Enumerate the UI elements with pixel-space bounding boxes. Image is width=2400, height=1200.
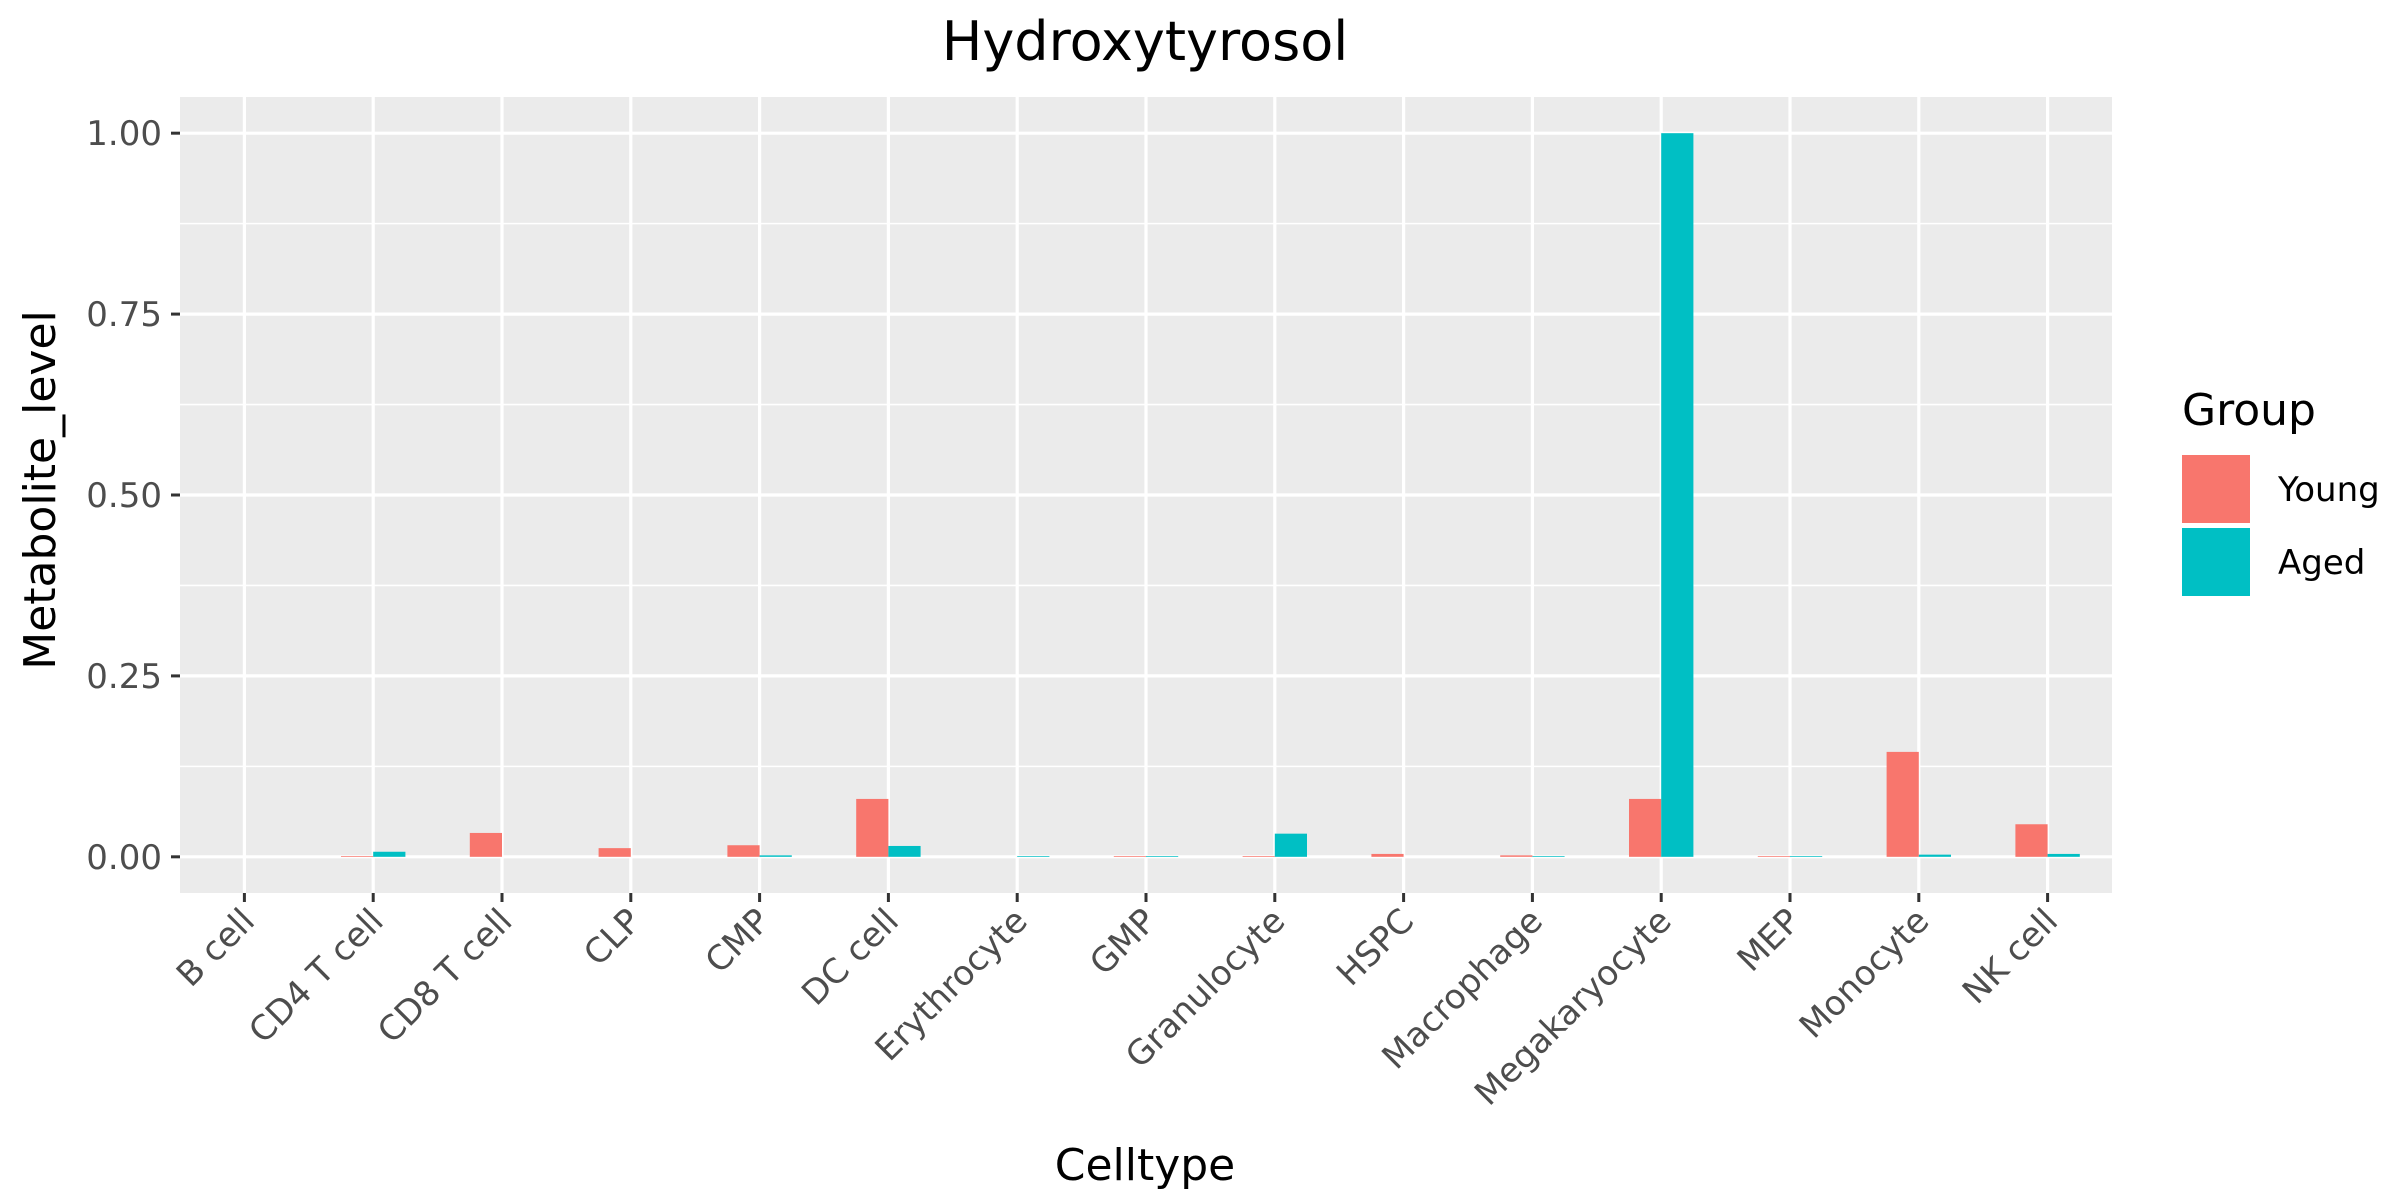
bar-young [727, 845, 760, 857]
legend-title: Group [2182, 385, 2316, 436]
chart-title: Hydroxytyrosol [942, 10, 1349, 73]
bar-young [1886, 751, 1919, 857]
bar-aged [1532, 856, 1565, 857]
bar-aged [1790, 856, 1823, 857]
bar-aged [888, 845, 921, 857]
bar-young [469, 832, 502, 857]
bar-aged [1661, 133, 1694, 857]
bar-aged [1274, 833, 1307, 857]
y-tick-label: 0.00 [86, 838, 162, 878]
x-axis-title: Celltype [1055, 1140, 1236, 1191]
bar-young [856, 798, 889, 857]
bar-young [1629, 798, 1662, 857]
bar-young [598, 848, 631, 857]
y-tick-label: 0.50 [86, 476, 162, 516]
bar-young [1757, 856, 1790, 857]
bar-aged [1918, 854, 1951, 857]
bar-young [1500, 855, 1533, 857]
y-axis: 0.00 0.25 0.50 0.75 1.00 [86, 114, 180, 878]
bar-young [341, 856, 374, 857]
legend-key-young [2182, 455, 2250, 523]
y-tick-label: 0.75 [86, 295, 162, 335]
y-axis-title: Metabolite_level [15, 310, 66, 670]
legend-label-young: Young [2277, 470, 2380, 510]
bar-aged [2047, 853, 2080, 857]
legend: Group Young Aged [2182, 385, 2380, 596]
y-tick-label: 1.00 [86, 114, 162, 154]
legend-label-aged: Aged [2278, 543, 2365, 583]
legend-key-aged [2182, 528, 2250, 596]
bar-young [1242, 856, 1275, 857]
y-tick-label: 0.25 [86, 657, 162, 697]
bar-aged [759, 855, 792, 857]
bar-young [1113, 856, 1146, 857]
bar-aged [1146, 856, 1179, 857]
bar-aged [373, 851, 406, 857]
bar-young [2015, 824, 2048, 857]
bars [341, 133, 2080, 857]
bar-young [1371, 853, 1404, 857]
bar-aged [1017, 856, 1050, 857]
